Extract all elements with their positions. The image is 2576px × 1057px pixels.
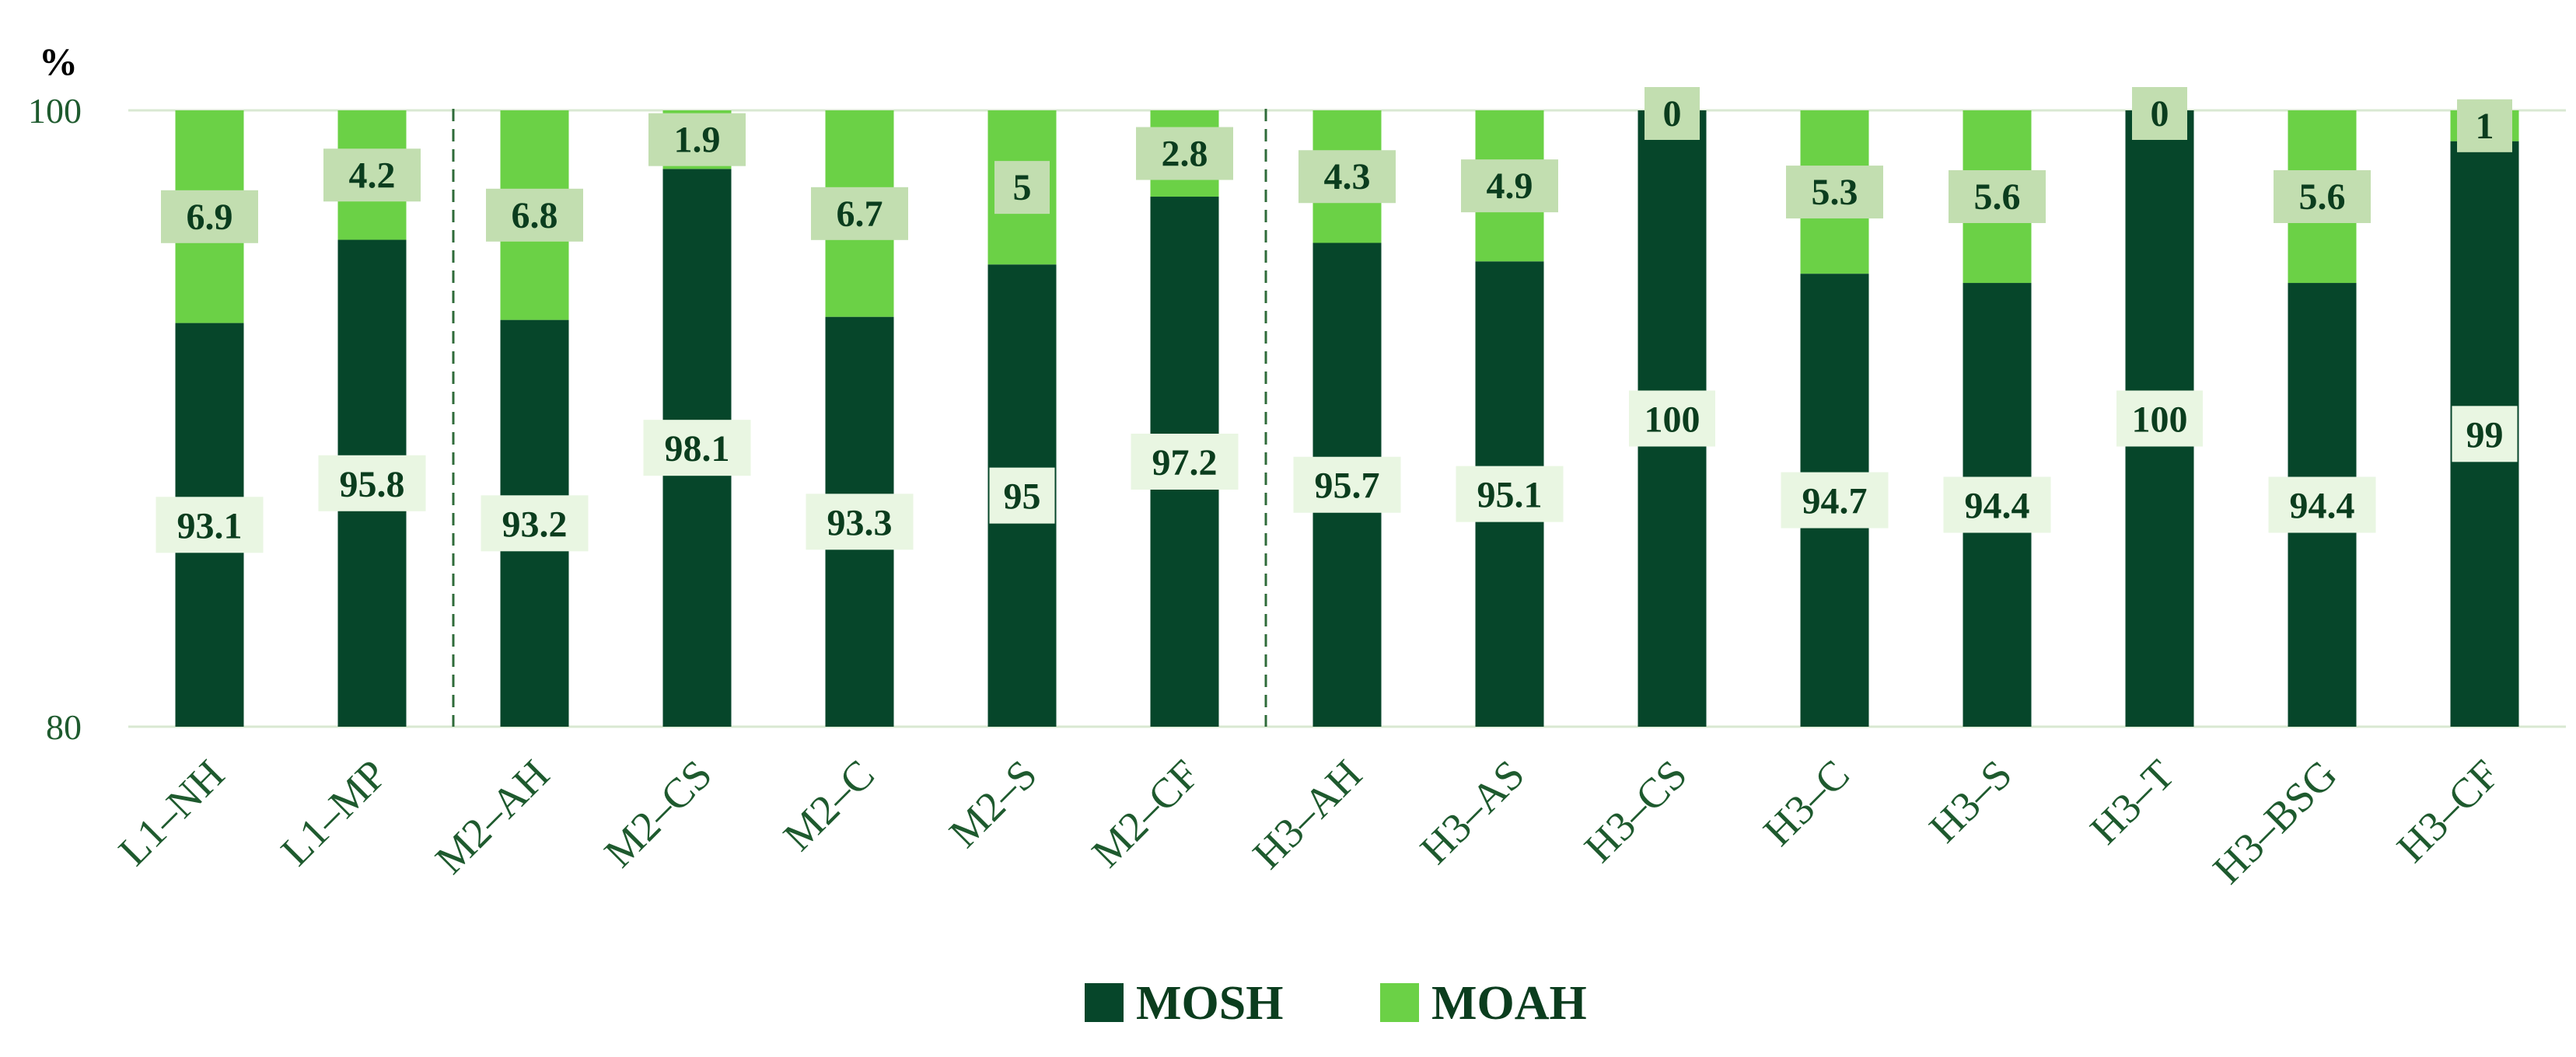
mosh-data-label: 100 [1645,399,1700,441]
mosh-data-label: 95.8 [340,464,405,505]
mosh-label-box [1629,390,1715,447]
legend-label-moah: MOAH [1431,977,1587,1030]
mosh-label-box [806,494,914,550]
x-tick-label: M2–CF [1083,751,1208,876]
x-tick-label: M2–S [940,751,1046,856]
moah-label-box [486,188,583,242]
moah-data-label: 5.6 [1974,176,2021,218]
mosh-data-label: 98.1 [665,428,730,469]
moah-label-box [2132,87,2187,140]
x-tick-label: H3–AH [1244,751,1371,877]
mosh-data-label: 95.7 [1315,466,1380,507]
x-tick-label: H3–S [1921,751,2021,851]
moah-data-label: 0 [1663,93,1682,134]
legend-swatch-mosh [1085,983,1124,1022]
mosh-label-box [1943,476,2051,533]
y-tick-label: 100 [28,91,82,131]
mosh-data-label: 100 [2132,399,2188,441]
moah-data-label: 1 [2476,106,2494,147]
mosh-data-label: 93.2 [502,504,568,545]
x-tick-label: M2–C [774,751,883,860]
mosh-label-box [2116,390,2203,447]
mosh-data-label: 99 [2466,414,2504,455]
mosh-data-label: 97.2 [1152,442,1218,483]
moah-data-label: 4.3 [1324,156,1371,197]
mosh-label-box [2268,476,2376,533]
x-tick-label: H3–BSG [2204,751,2346,892]
moah-label-box [1298,150,1396,204]
moah-label-box [811,187,908,240]
legend-label-mosh: MOSH [1136,977,1283,1030]
mosh-label-box [481,495,589,552]
mosh-label-box [1131,434,1239,490]
y-tick-label: 80 [46,707,82,747]
x-tick-label: H3–AS [1411,751,1533,873]
y-unit-label: % [39,40,78,83]
x-tick-label: L1–NH [110,751,233,874]
moah-label-box [1461,159,1558,213]
x-tick-label: H3–CS [1575,751,1696,871]
x-tick-label: H3–C [1754,751,1858,855]
moah-data-label: 2.8 [1162,134,1208,175]
mosh-label-box [156,497,264,553]
mosh-label-box [2452,406,2518,462]
mosh-data-label: 93.1 [177,505,243,546]
mosh-data-label: 95 [1004,476,1041,518]
moah-data-label: 5.6 [2299,176,2346,218]
legend: MOSH MOAH [1085,977,1587,1030]
mosh-label-box [1293,456,1401,513]
x-tick-label: H3–T [2081,751,2183,853]
x-tick-label: M2–CS [596,751,721,876]
x-axis-category-labels: L1–NH L1–MP M2–AH M2–CS M2–C M2–S M2–CF H3–AH H3… [110,751,2508,892]
moah-data-label: 4.9 [1487,166,1533,207]
mosh-data-label: 94.7 [1802,481,1868,522]
mosh-label-box [318,455,426,511]
legend-swatch-moah [1380,983,1419,1022]
mosh-label-box [1456,466,1564,522]
moah-label-box [2457,99,2512,152]
moah-data-label: 4.2 [349,155,396,196]
moah-label-box [161,190,258,243]
mosh-data-label: 94.4 [2290,486,2355,527]
moah-data-label: 1.9 [674,120,721,161]
moah-data-label: 0 [2151,93,2169,134]
group-separators [452,109,1267,727]
moah-data-label: 5 [1013,167,1032,208]
moah-data-label: 6.8 [512,195,558,236]
moah-label-box [1786,166,1883,219]
moah-label-box [1949,170,2046,224]
mosh-label-box [989,467,1055,524]
moah-label-box [648,113,746,166]
data-labels-layer: 93.1 6.9 95.8 4.2 93.2 6.8 98.1 1.9 93.3 6.7 95 5 97… [156,87,2518,553]
moah-data-label: 6.7 [837,194,883,235]
mosh-label-box [1781,472,1889,528]
x-tick-label: M2–AH [426,751,558,883]
moah-data-label: 6.9 [187,197,233,238]
mosh-data-label: 94.4 [1965,486,2030,527]
x-tick-label: L1–MP [272,751,396,874]
moah-label-box [2274,170,2371,224]
moah-label-box [994,161,1050,215]
moah-data-label: 5.3 [1812,172,1858,213]
moah-label-box [1645,87,1700,140]
mosh-data-label: 93.3 [827,502,893,543]
mosh-label-box [643,420,751,476]
moah-label-box [323,148,421,202]
x-tick-label: H3–CF [2388,751,2508,871]
mosh-data-label: 95.1 [1477,475,1543,516]
moah-label-box [1136,127,1233,180]
